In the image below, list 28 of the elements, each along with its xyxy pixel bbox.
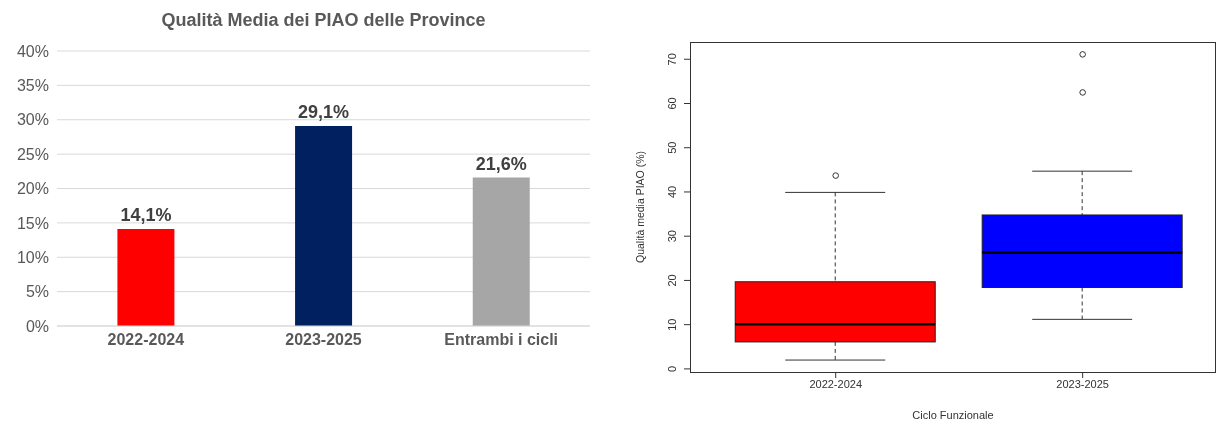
data-label: 14,1% <box>120 205 172 226</box>
x-tick-label: 2022-2024 <box>809 377 862 390</box>
y-axis-title: Qualità media PIAO (%) <box>634 150 646 264</box>
y-tick-label: 60 <box>666 97 678 110</box>
y-tick-label: 25% <box>16 145 49 163</box>
x-axis-title: Ciclo Funzionale <box>912 409 994 421</box>
y-tick-label: 15% <box>16 214 49 232</box>
y-tick-label: 20% <box>16 180 49 198</box>
y-tick-label: 40% <box>16 42 49 60</box>
x-tick-label: 2023-2025 <box>285 331 362 349</box>
y-tick-label: 30 <box>666 230 678 243</box>
y-tick-label: 30% <box>16 111 49 129</box>
data-label: 21,6% <box>475 153 527 174</box>
y-tick-label: 70 <box>666 53 678 66</box>
x-tick-label: 2023-2025 <box>1056 377 1109 390</box>
y-tick-label: 35% <box>16 77 49 95</box>
y-tick-label: 10% <box>16 248 49 266</box>
x-tick-label: Entrambi i cicli <box>444 331 559 349</box>
y-tick-label: 5% <box>25 283 49 301</box>
y-tick-label: 50 <box>666 141 678 154</box>
data-label: 29,1% <box>298 101 350 122</box>
y-tick-label: 0% <box>25 317 49 335</box>
y-tick-label: 0 <box>666 365 678 372</box>
x-tick-label: 2022-2024 <box>107 331 185 349</box>
chart-title: Qualità Media dei PIAO delle Province <box>160 10 487 31</box>
y-tick-label: 10 <box>666 318 678 331</box>
y-tick-label: 40 <box>666 185 678 199</box>
y-tick-label: 20 <box>666 274 678 287</box>
